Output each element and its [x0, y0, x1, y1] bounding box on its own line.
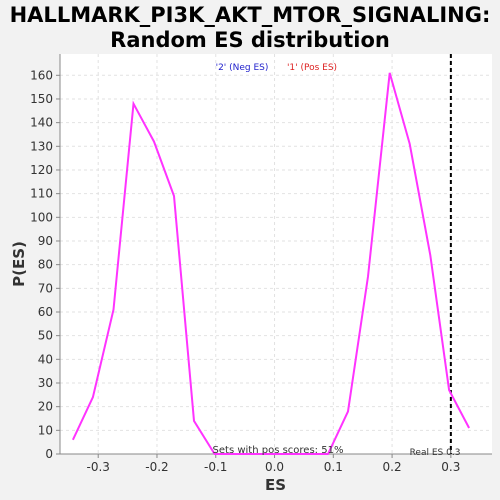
y-tick-label: 120 [30, 163, 53, 177]
x-tick-label: 0.3 [441, 460, 460, 474]
legend-pos-es: '1' (Pos ES) [287, 63, 337, 73]
y-tick-label: 150 [30, 92, 53, 106]
y-tick-label: 40 [38, 352, 53, 366]
x-tick-label: -0.3 [86, 460, 109, 474]
y-tick-label: 70 [38, 281, 53, 295]
x-tick-label: -0.2 [145, 460, 168, 474]
y-tick-label: 10 [38, 423, 53, 437]
y-tick-label: 90 [38, 234, 53, 248]
x-tick-label: 0.1 [324, 460, 343, 474]
y-tick-label: 30 [38, 376, 53, 390]
pos-scores-annotation: Sets with pos scores: 51% [213, 445, 344, 456]
y-tick-label: 80 [38, 258, 53, 272]
x-tick-label: -0.1 [204, 460, 227, 474]
y-tick-label: 110 [30, 187, 53, 201]
y-tick-label: 60 [38, 305, 53, 319]
y-tick-label: 50 [38, 329, 53, 343]
x-tick-label: 0.2 [383, 460, 402, 474]
y-tick-label: 0 [45, 447, 53, 461]
y-tick-label: 100 [30, 210, 53, 224]
chart-title-line2: Random ES distribution [110, 28, 390, 52]
series-line [71, 72, 470, 455]
y-tick-label: 20 [38, 400, 53, 414]
x-tick-label: 0.0 [265, 460, 284, 474]
chart-title-line1: HALLMARK_PI3K_AKT_MTOR_SIGNALING: [9, 3, 491, 27]
real-es-label: Real ES 0.3 [410, 448, 461, 458]
y-tick-label: 140 [30, 116, 53, 130]
y-tick-label: 160 [30, 68, 53, 82]
plot-area [60, 54, 492, 454]
legend-neg-es: '2' (Neg ES) [216, 63, 269, 73]
x-axis-label: ES [265, 476, 287, 494]
y-tick-label: 130 [30, 139, 53, 153]
